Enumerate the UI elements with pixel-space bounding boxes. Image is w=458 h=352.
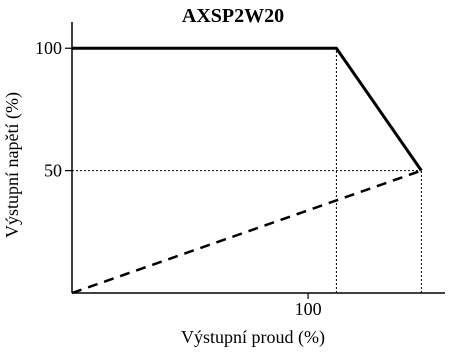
chart-title: AXSP2W20: [182, 5, 284, 27]
x-axis-label: Výstupní proud (%): [181, 327, 325, 348]
y-axis-label: Výstupní napětí (%): [2, 92, 23, 238]
y-tick-label-1: 100: [35, 38, 62, 58]
plot-area: 100 50 100: [35, 22, 445, 319]
series-line-1: [72, 46, 423, 172]
x-tick-label-1: 100: [295, 299, 322, 319]
series-line-2: [71, 169, 422, 295]
y-tick-label-2: 50: [44, 161, 62, 181]
